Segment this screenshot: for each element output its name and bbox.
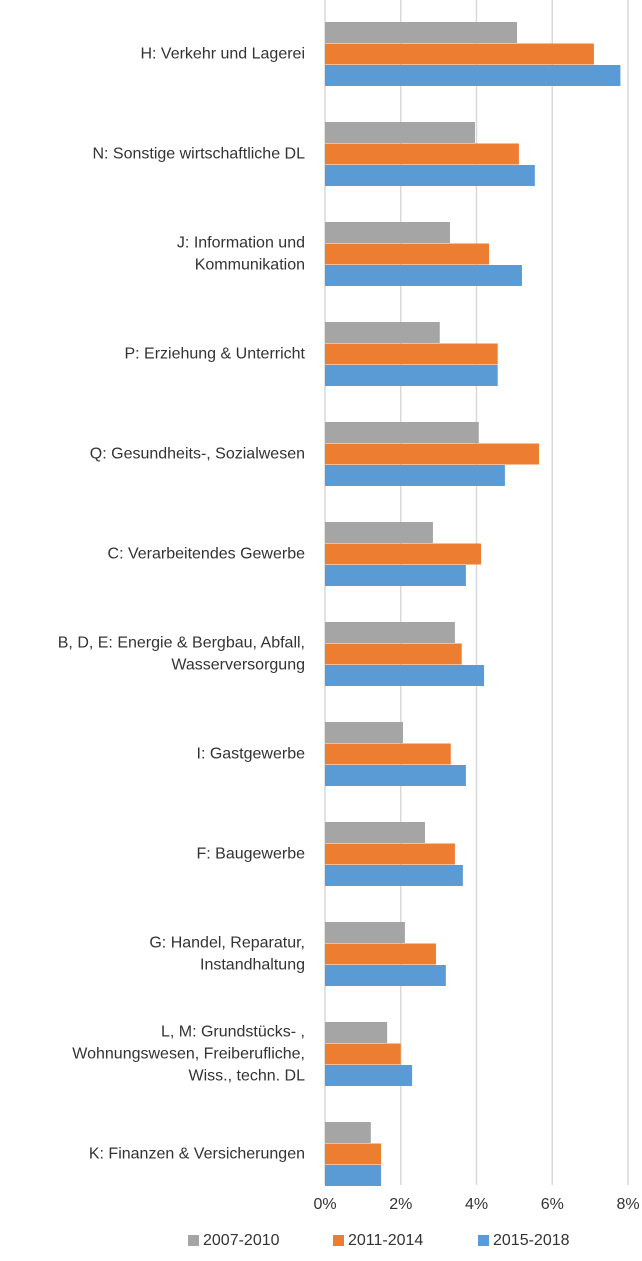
bar: [325, 465, 505, 486]
legend-label: 2015-2018: [493, 1232, 570, 1249]
bar: [325, 422, 479, 443]
x-tick-label: 8%: [616, 1196, 639, 1213]
bar: [325, 643, 462, 665]
category-label: Wohnungswesen, Freiberufliche,: [72, 1045, 305, 1062]
category-label: G: Handel, Reparatur,: [149, 934, 305, 951]
category-label: J: Information und: [177, 234, 305, 251]
legend-swatch: [333, 1235, 344, 1246]
category-label: Wiss., techn. DL: [189, 1067, 306, 1084]
bar: [325, 143, 519, 165]
legend-label: 2007-2010: [203, 1232, 280, 1249]
bar: [325, 522, 433, 543]
bar: [325, 243, 489, 265]
category-label: Kommunikation: [195, 256, 305, 273]
bar: [325, 565, 466, 586]
category-label: P: Erziehung & Unterricht: [124, 345, 305, 362]
bar: [325, 543, 482, 565]
category-label: L, M: Grundstücks- ,: [161, 1023, 305, 1040]
legend-label: 2011-2014: [348, 1232, 423, 1249]
bar: [325, 365, 498, 386]
category-label: H: Verkehr und Lagerei: [140, 45, 305, 62]
category-label: C: Verarbeitendes Gewerbe: [108, 545, 306, 562]
bar: [325, 122, 475, 143]
bar: [325, 743, 451, 765]
bar: [325, 922, 405, 943]
bar: [325, 265, 522, 286]
bar: [325, 622, 455, 643]
bar: [325, 843, 455, 865]
bar: [325, 165, 535, 186]
x-tick-label: 6%: [541, 1196, 564, 1213]
x-tick-label: 0%: [313, 1196, 336, 1213]
bar: [325, 1143, 382, 1165]
bar: [325, 1043, 401, 1065]
bar: [325, 443, 539, 465]
bar: [325, 222, 450, 243]
x-tick-label: 4%: [465, 1196, 488, 1213]
bar: [325, 322, 440, 343]
category-label: Wasserversorgung: [171, 656, 305, 673]
category-label: F: Baugewerbe: [196, 845, 305, 862]
category-label: B, D, E: Energie & Bergbau, Abfall,: [58, 634, 305, 651]
bar: [325, 765, 466, 786]
category-label: K: Finanzen & Versicherungen: [89, 1145, 305, 1162]
bar: [325, 1165, 382, 1186]
bar: [325, 1122, 371, 1143]
category-label: N: Sonstige wirtschaftliche DL: [92, 145, 305, 162]
bar: [325, 865, 463, 886]
bar: [325, 822, 425, 843]
category-label: Q: Gesundheits-, Sozialwesen: [90, 445, 305, 462]
category-label: Instandhaltung: [200, 956, 305, 973]
bar: [325, 1022, 388, 1043]
bar: [325, 1065, 413, 1086]
bar: [325, 43, 594, 65]
legend-swatch: [478, 1235, 489, 1246]
bar: [325, 965, 446, 986]
bar: [325, 943, 436, 965]
bar: [325, 722, 404, 743]
x-tick-label: 2%: [389, 1196, 412, 1213]
bar: [325, 665, 485, 686]
category-label: I: Gastgewerbe: [197, 745, 306, 762]
bar: [325, 343, 498, 365]
bar: [325, 65, 621, 86]
bar: [325, 22, 518, 43]
legend-swatch: [188, 1235, 199, 1246]
